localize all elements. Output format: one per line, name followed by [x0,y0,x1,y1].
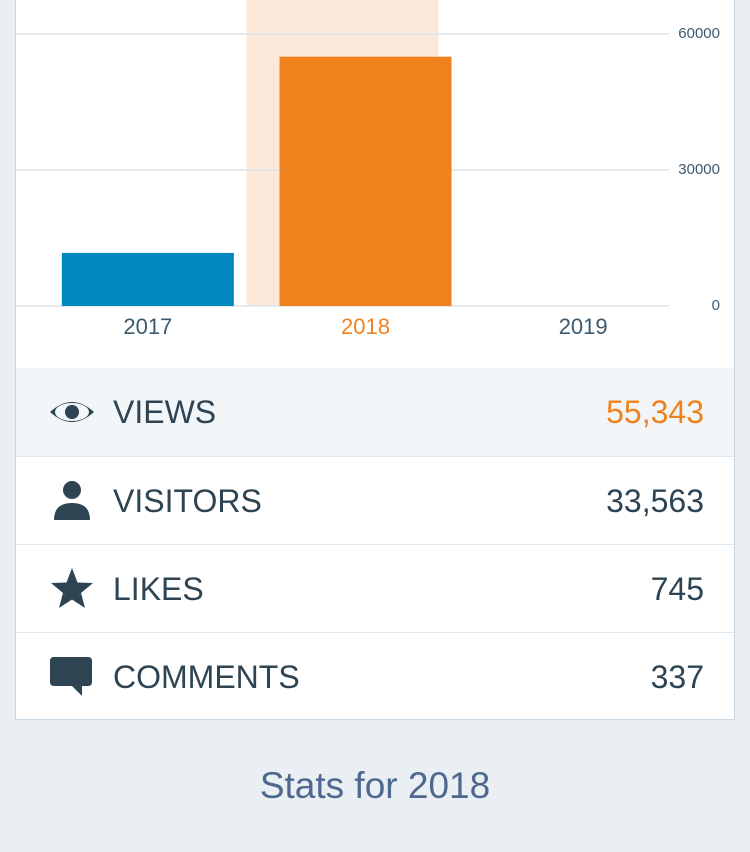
stat-row[interactable]: LIKES 745 [16,544,734,632]
stat-row[interactable]: COMMENTS 337 [16,632,734,720]
stats-card: 0 30000 60000 2017 2018 2019 VIEWS 55,343 VIS… [15,0,735,720]
y-tick-label: 60000 [678,25,720,42]
stat-value: 55,343 [606,394,704,430]
stat-label: VISITORS [113,483,262,519]
comment-icon [50,657,92,696]
y-tick-label: 30000 [678,161,720,178]
x-tick-label: 2019 [559,314,608,339]
stat-row[interactable]: VIEWS 55,343 [16,368,734,456]
bar [279,56,452,306]
stat-row[interactable]: VISITORS 33,563 [16,456,734,544]
stat-label: VIEWS [113,394,217,430]
x-tick-label: 2017 [123,314,172,339]
stat-label: COMMENTS [113,659,300,695]
stat-value: 745 [650,571,704,607]
x-tick-label: 2018 [341,314,390,339]
star-icon [51,568,93,608]
bar [61,252,234,306]
y-tick-label: 0 [712,297,720,314]
person-icon [54,481,90,520]
eye-icon [50,402,94,422]
stat-label: LIKES [113,571,204,607]
stat-value: 337 [650,659,704,695]
footer-title: Stats for 2018 [259,765,491,806]
chart: 0 30000 60000 2017 2018 2019 [16,0,720,339]
stat-value: 33,563 [606,483,704,519]
